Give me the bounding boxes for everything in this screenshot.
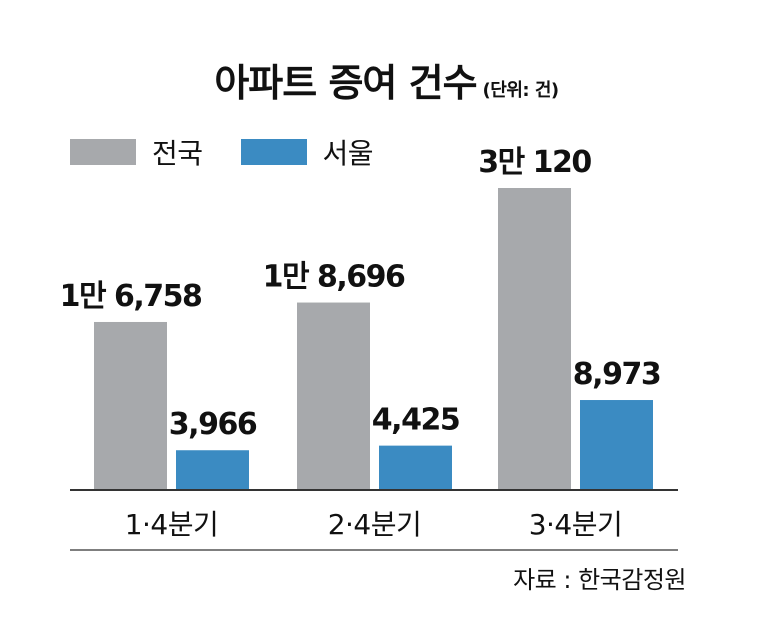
legend-label-nationwide: 전국	[152, 137, 203, 170]
legend: 전국 서울	[70, 132, 411, 172]
data-label-seoul-3: 8,973	[573, 357, 660, 392]
legend-item-seoul: 서울	[240, 132, 374, 172]
x-tick-label-2: 2·4분기	[328, 508, 422, 541]
bar-nationwide-1	[94, 321, 167, 490]
bar-seoul-3	[580, 400, 653, 490]
source-note: 자료 : 한국감정원	[513, 566, 686, 594]
bar-nationwide-3	[498, 188, 571, 490]
legend-label-seoul: 서울	[322, 137, 374, 170]
data-label-nationwide-1: 1만 6,758	[60, 279, 202, 314]
x-tick-label-1: 1·4분기	[125, 508, 219, 541]
bar-seoul-2	[379, 445, 452, 490]
data-label-nationwide-3: 3만 120	[478, 145, 591, 180]
chart-title: 아파트 증여 건수	[214, 61, 477, 105]
data-label-nationwide-2: 1만 8,696	[263, 260, 405, 295]
x-tick-label-3: 3·4분기	[529, 508, 623, 541]
legend-swatch-nationwide	[70, 139, 136, 165]
chart-title-row: 아파트 증여 건수 (단위: 건)	[0, 52, 773, 107]
legend-item-nationwide: 전국	[70, 132, 203, 172]
data-label-seoul-1: 3,966	[169, 407, 257, 442]
unit-label: (단위: 건)	[482, 80, 560, 101]
legend-swatch-seoul	[240, 139, 307, 165]
data-label-seoul-2: 4,425	[372, 403, 459, 438]
bar-seoul-1	[176, 450, 249, 490]
bar-nationwide-2	[297, 302, 370, 490]
